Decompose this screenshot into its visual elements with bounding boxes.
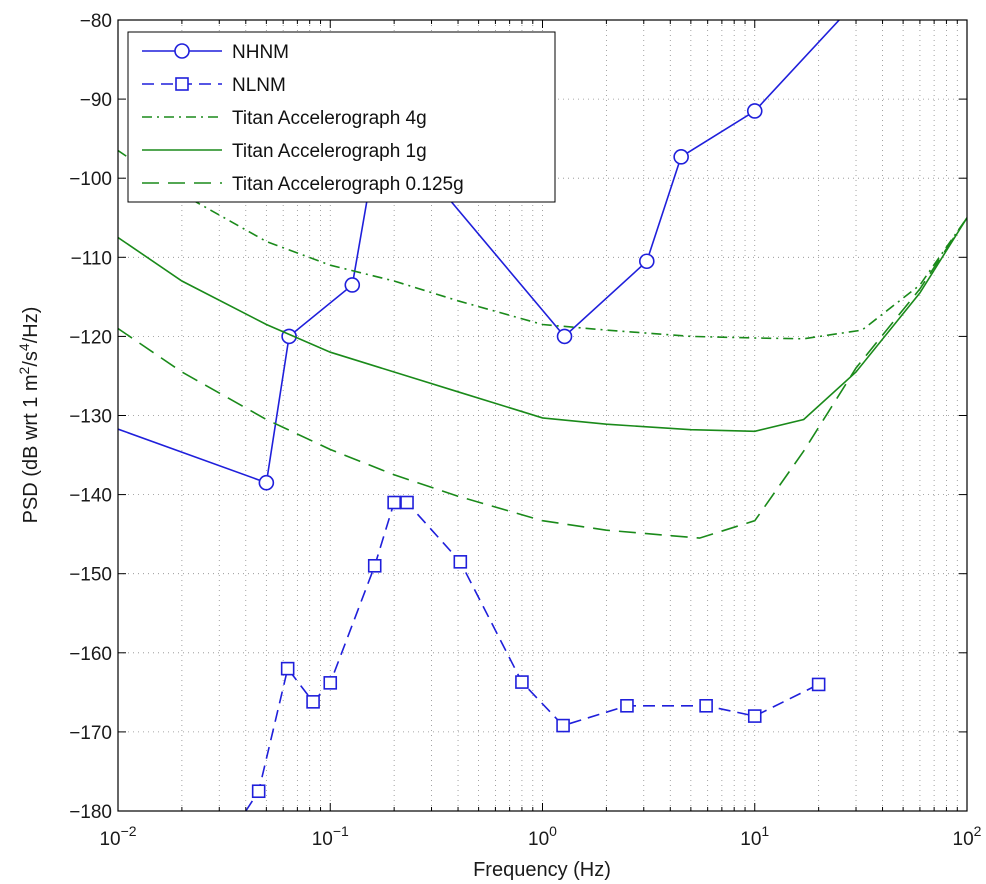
series-line <box>118 149 967 340</box>
y-tick-label: −180 <box>69 802 112 823</box>
x-tick-label-exponent: −1 <box>333 823 349 839</box>
y-tick-label: −150 <box>69 565 112 586</box>
x-tick-label-exponent: 1 <box>761 823 769 839</box>
y-axis-title-part: /Hz) <box>20 307 42 344</box>
x-tick-label: 102 <box>953 823 982 850</box>
legend-swatch-marker <box>174 43 190 59</box>
data-point-marker <box>344 277 361 293</box>
x-tick-label-base: 10 <box>953 829 974 850</box>
series-3 <box>118 217 967 433</box>
y-tick-label: −90 <box>80 90 112 111</box>
data-point-marker <box>387 495 401 510</box>
y-tick-label: −160 <box>69 644 112 665</box>
y-tick-label: −120 <box>69 327 112 348</box>
legend-box <box>127 31 556 203</box>
series-2 <box>118 149 967 340</box>
legend-label: Titan Accelerograph 1g <box>232 141 427 162</box>
x-tick-label-base: 10 <box>99 829 120 850</box>
legend-label: NHNM <box>232 42 289 63</box>
legend-swatch-marker <box>175 77 189 91</box>
data-point-marker <box>699 698 713 713</box>
data-point-marker <box>515 675 529 689</box>
y-tick-label: −140 <box>69 486 112 507</box>
x-tick-label-exponent: 0 <box>549 823 557 839</box>
y-axis-title-part: /s <box>20 351 42 367</box>
legend-entry: Titan Accelerograph 4g <box>142 108 427 129</box>
series-layer <box>118 20 967 811</box>
data-point-marker <box>673 149 689 165</box>
x-tick-label: 100 <box>528 823 557 850</box>
data-point-marker <box>280 661 295 676</box>
data-point-marker <box>746 103 763 119</box>
data-point-marker <box>453 555 468 569</box>
x-tick-label-exponent: 2 <box>974 823 982 839</box>
legend-label: NLNM <box>232 75 286 96</box>
legend-entry: Titan Accelerograph 1g <box>142 141 427 162</box>
data-point-marker <box>620 698 634 713</box>
legend-label: Titan Accelerograph 4g <box>232 108 427 129</box>
y-tick-label: −170 <box>69 723 112 744</box>
axis-ticks <box>118 19 967 812</box>
x-tick-label: 10−2 <box>99 823 136 850</box>
series-4 <box>118 217 967 539</box>
series-line <box>118 217 967 433</box>
data-point-marker <box>811 677 826 692</box>
x-tick-label-base: 10 <box>528 829 549 850</box>
x-tick-label-base: 10 <box>312 829 333 850</box>
x-tick-label-base: 10 <box>740 829 761 850</box>
x-tick-label: 10−1 <box>312 823 349 850</box>
data-point-marker <box>251 784 266 799</box>
legend-entry: Titan Accelerograph 0.125g <box>142 174 464 195</box>
y-axis-title-sup: 4 <box>16 343 32 351</box>
data-point-marker <box>747 709 762 723</box>
x-axis-title: Frequency (Hz) <box>473 859 611 881</box>
x-tick-label-exponent: −2 <box>121 823 137 839</box>
data-point-marker <box>258 474 275 491</box>
data-point-marker <box>638 253 655 270</box>
y-axis-title-sup: 2 <box>16 366 32 374</box>
y-tick-label: −100 <box>69 169 112 190</box>
data-point-marker <box>556 328 573 345</box>
grid-lines <box>118 20 967 811</box>
legend-items: NHNM NLNM Titan Accelerograph 4g Titan Acce… <box>142 42 464 195</box>
y-tick-label: −80 <box>80 11 112 32</box>
data-point-marker <box>367 558 382 573</box>
y-tick-label: −110 <box>71 248 112 269</box>
data-point-marker <box>400 495 414 510</box>
legend-entry: NLNM <box>142 75 286 96</box>
legend-entry: NHNM <box>142 42 289 63</box>
axis-tick-labels: −80−90−100−110−120−130−140−150−160−170−1… <box>69 11 981 850</box>
y-axis-title: PSD (dB wrt 1 m2/s4/Hz) <box>16 307 42 524</box>
y-tick-label: −130 <box>69 407 112 428</box>
series-1 <box>245 495 826 811</box>
data-point-marker <box>323 676 338 690</box>
legend-label: Titan Accelerograph 0.125g <box>232 174 464 195</box>
legend: NHNM NLNM Titan Accelerograph 4g Titan Acce… <box>127 31 556 203</box>
data-point-marker <box>306 695 320 709</box>
series-line <box>118 217 967 539</box>
x-tick-label: 101 <box>740 823 769 850</box>
data-point-marker <box>556 718 570 733</box>
y-axis-title-part: PSD (dB wrt 1 m <box>20 374 42 523</box>
